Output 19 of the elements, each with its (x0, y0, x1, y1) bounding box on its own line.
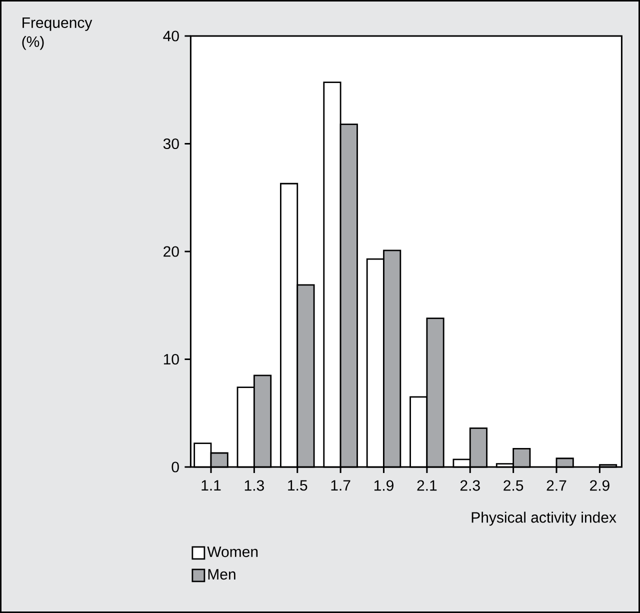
x-tick-label: 2.5 (504, 480, 524, 491)
y-tick-label: 30 (163, 138, 179, 150)
legend-label: Women (207, 546, 258, 558)
x-tick-label: 1.3 (244, 480, 264, 491)
y-tick-label: 0 (172, 462, 179, 472)
y-tick-label: 10 (164, 354, 179, 365)
x-axis-title: Physical activity index (472, 512, 616, 526)
x-tick-label: 2.7 (546, 480, 566, 491)
y-tick-label: 40 (163, 30, 179, 42)
x-tick-label: 2.1 (417, 480, 437, 491)
legend-label: Men (208, 569, 236, 580)
y-axis-title: Frequency (%) (22, 18, 92, 50)
y-tick-label: 20 (164, 246, 179, 257)
x-tick-label: 2.3 (460, 480, 480, 491)
x-tick-label: 1.1 (202, 480, 221, 491)
x-tick-label: 1.7 (331, 480, 350, 491)
x-tick-label: 1.9 (374, 480, 394, 491)
x-tick-label: 2.9 (590, 480, 610, 491)
x-tick-label: 1.5 (288, 480, 308, 491)
